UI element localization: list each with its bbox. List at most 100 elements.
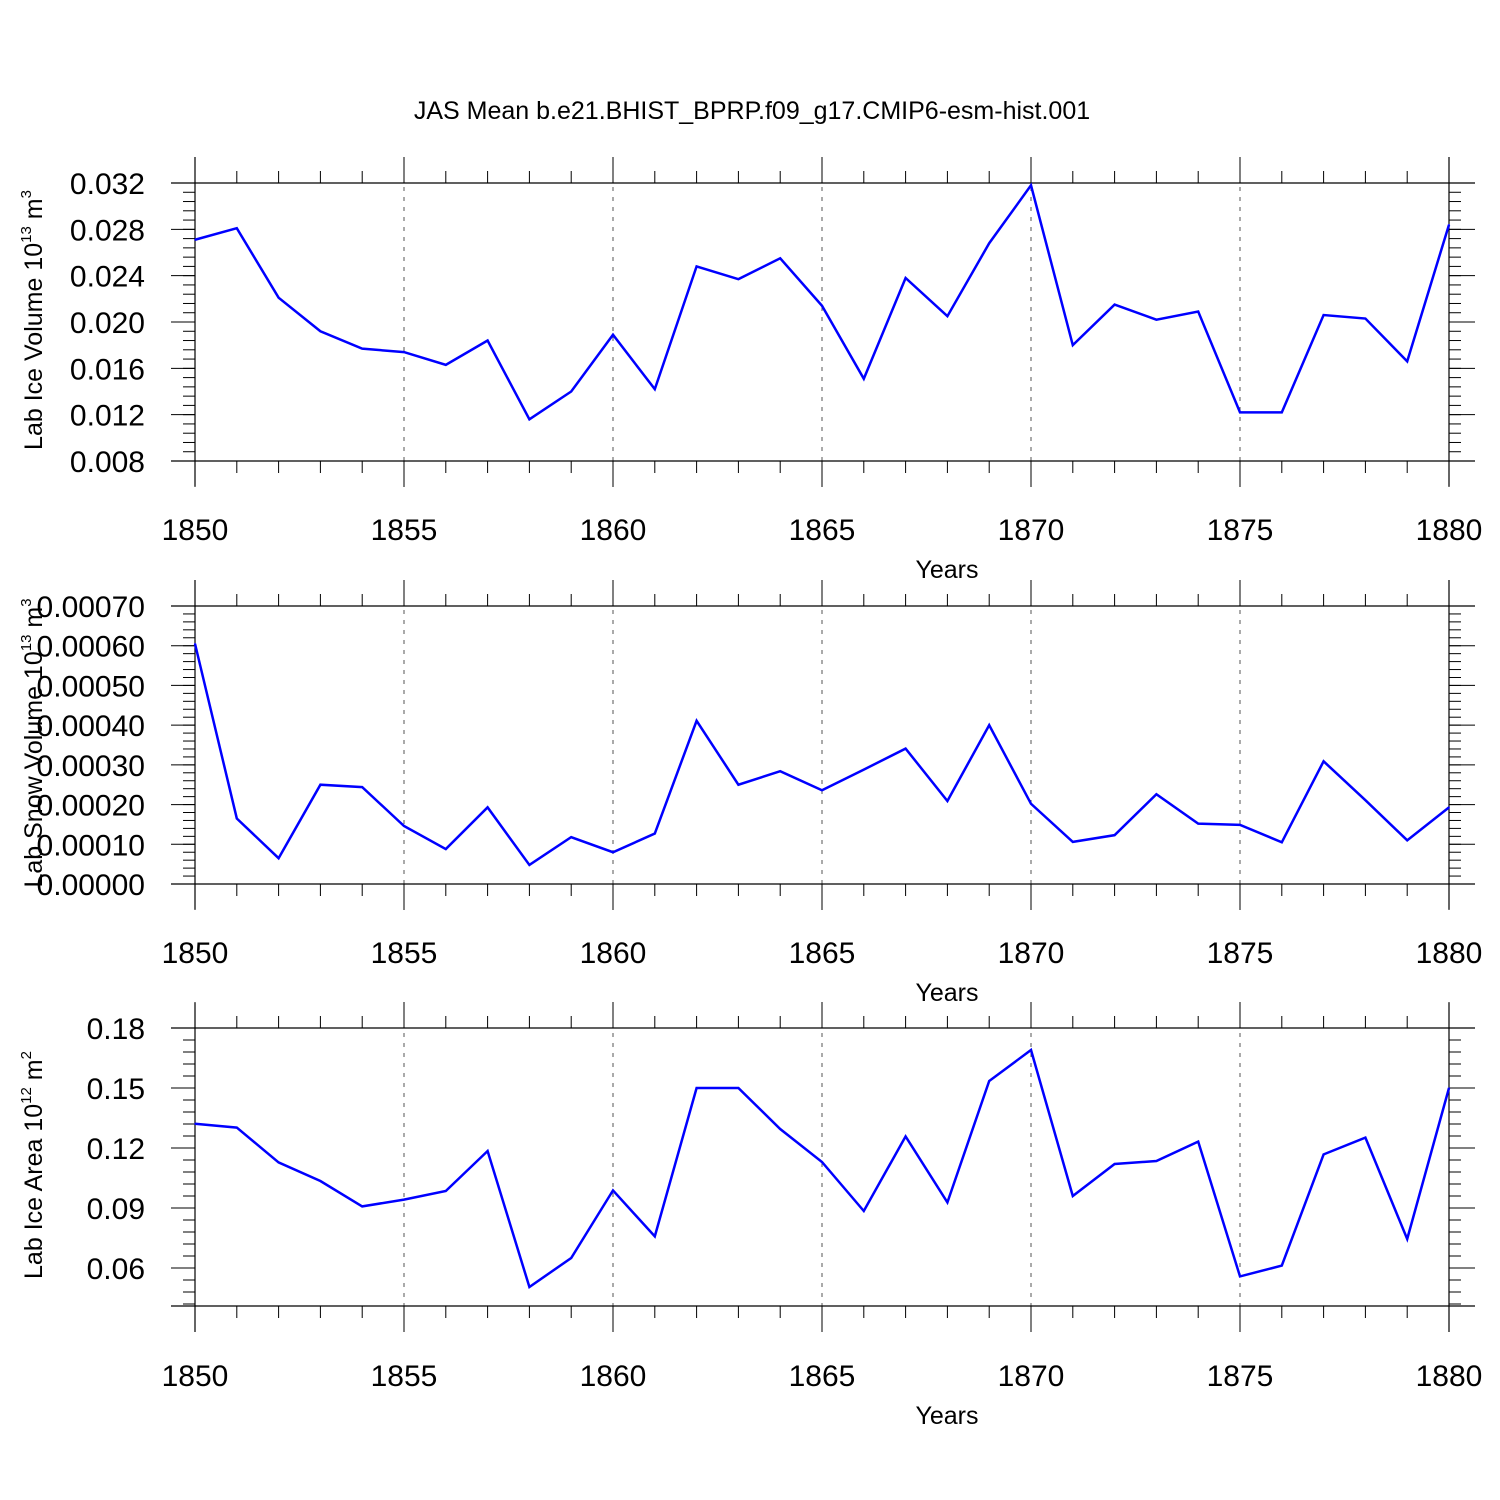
data-point <box>277 1161 280 1164</box>
data-point <box>319 1180 322 1182</box>
x-tick-label: 1850 <box>162 514 229 547</box>
x-tick-label: 1855 <box>371 514 438 547</box>
data-point <box>1406 1238 1408 1240</box>
x-tick-label: 1875 <box>1207 937 1274 970</box>
data-point <box>361 1205 364 1208</box>
data-point <box>863 1210 865 1212</box>
x-axis-title: Years <box>915 979 978 1007</box>
data-point <box>528 1286 531 1288</box>
y-tick-label: 0.06 <box>87 1253 145 1286</box>
data-point <box>486 1150 489 1152</box>
y-tick-label: 0.15 <box>87 1073 145 1106</box>
y-tick-label: 0.00010 <box>37 829 145 862</box>
data-point <box>1281 1264 1283 1267</box>
data-point <box>528 418 531 421</box>
data-point <box>904 277 907 279</box>
data-point <box>737 783 740 786</box>
data-point <box>1281 841 1283 844</box>
y-tick-label: 0.008 <box>70 446 145 479</box>
y-axis-title-unit-exponent: 3 <box>18 598 35 606</box>
data-point <box>1364 1136 1367 1139</box>
data-point <box>1322 760 1325 763</box>
data-point <box>236 227 238 229</box>
x-tick-label: 1880 <box>1416 1360 1483 1393</box>
data-point <box>1113 834 1116 836</box>
data-point <box>1239 411 1241 414</box>
data-point <box>1030 1049 1032 1051</box>
x-tick-label: 1865 <box>789 1360 856 1393</box>
y-axis-title-unit: m <box>20 198 48 226</box>
data-point <box>1072 344 1074 346</box>
data-point <box>361 786 364 788</box>
y-axis-title-unit-exponent: 2 <box>18 1051 35 1059</box>
data-point <box>361 347 364 350</box>
data-point <box>486 339 489 342</box>
data-point <box>737 1087 740 1089</box>
y-tick-label: 0.09 <box>87 1193 145 1226</box>
data-point <box>570 836 572 838</box>
data-point <box>403 825 405 827</box>
y-tick-label: 0.016 <box>70 353 145 386</box>
data-point <box>445 1190 447 1192</box>
x-axis-title: Years <box>915 1402 978 1430</box>
series-points <box>194 184 1450 421</box>
y-tick-label: 0.00070 <box>37 591 145 624</box>
data-point <box>1406 839 1408 842</box>
data-point <box>821 789 823 792</box>
y-axis-title-unit: m <box>20 1059 48 1087</box>
x-tick-label: 1875 <box>1207 514 1274 547</box>
data-point <box>1155 793 1158 796</box>
y-axis-title-main: Lab Ice Area 10 <box>20 1104 48 1279</box>
data-point <box>946 315 949 318</box>
chart-panel-snow-volume: 0.00000 0.00010 0.00020 0.00030 0.00040 0.000… <box>18 580 1482 1007</box>
data-point <box>486 806 489 809</box>
data-point <box>904 747 907 750</box>
x-tick-label: 1855 <box>371 1360 438 1393</box>
y-axis-title: Lab Ice Volume 1013 m3 <box>18 190 48 450</box>
chart-panel-ice-area: 0.06 0.09 0.12 0.15 0.18 1850 1855 1860 1865 1870… <box>18 1002 1482 1430</box>
chart-panel-ice-volume: 0.008 0.012 0.016 0.020 0.024 0.028 0.032 1850 1… <box>18 157 1482 584</box>
data-point <box>1030 802 1032 805</box>
data-point <box>612 851 614 854</box>
data-point <box>236 1126 238 1129</box>
data-point <box>194 642 196 645</box>
y-axis-title-main: Lab Snow Volume 10 <box>20 651 48 887</box>
data-point <box>779 770 781 773</box>
x-tick-label: 1860 <box>580 514 647 547</box>
data-point <box>1197 822 1199 825</box>
x-tick-label: 1850 <box>162 937 229 970</box>
y-axis-title-exponent: 13 <box>18 226 35 243</box>
y-axis-title-exponent: 12 <box>18 1087 35 1104</box>
data-point <box>1239 1275 1241 1278</box>
y-tick-label: 0.12 <box>87 1133 145 1166</box>
x-tick-label: 1860 <box>580 937 647 970</box>
data-point <box>194 1123 196 1125</box>
x-tick-label: 1855 <box>371 937 438 970</box>
series-points <box>194 642 1450 866</box>
y-tick-label: 0.024 <box>70 261 145 294</box>
data-point <box>1239 824 1241 826</box>
data-point <box>1364 317 1367 320</box>
data-point <box>1030 184 1032 187</box>
data-point <box>612 1189 614 1192</box>
data-point <box>1322 314 1325 316</box>
data-point <box>695 265 698 268</box>
y-tick-label: 0.032 <box>70 168 145 201</box>
data-point <box>445 364 447 366</box>
chart-title: JAS Mean b.e21.BHIST_BPRP.f09_g17.CMIP6-… <box>414 97 1090 125</box>
data-point <box>319 783 322 786</box>
y-axis-title-main: Lab Ice Volume 10 <box>20 243 48 450</box>
data-point <box>737 278 740 280</box>
x-tick-label: 1870 <box>998 937 1065 970</box>
data-point <box>1448 1087 1450 1089</box>
data-point <box>988 724 990 726</box>
data-point <box>1072 1195 1074 1197</box>
data-point <box>403 1198 405 1201</box>
panels: 0.008 0.012 0.016 0.020 0.024 0.028 0.032 1850 1… <box>18 157 1482 1430</box>
y-tick-label: 0.00000 <box>37 869 145 902</box>
data-point <box>194 238 196 241</box>
data-point <box>863 768 865 771</box>
data-point <box>403 351 405 353</box>
y-tick-label: 0.00030 <box>37 750 145 783</box>
series-points <box>194 1049 1450 1288</box>
